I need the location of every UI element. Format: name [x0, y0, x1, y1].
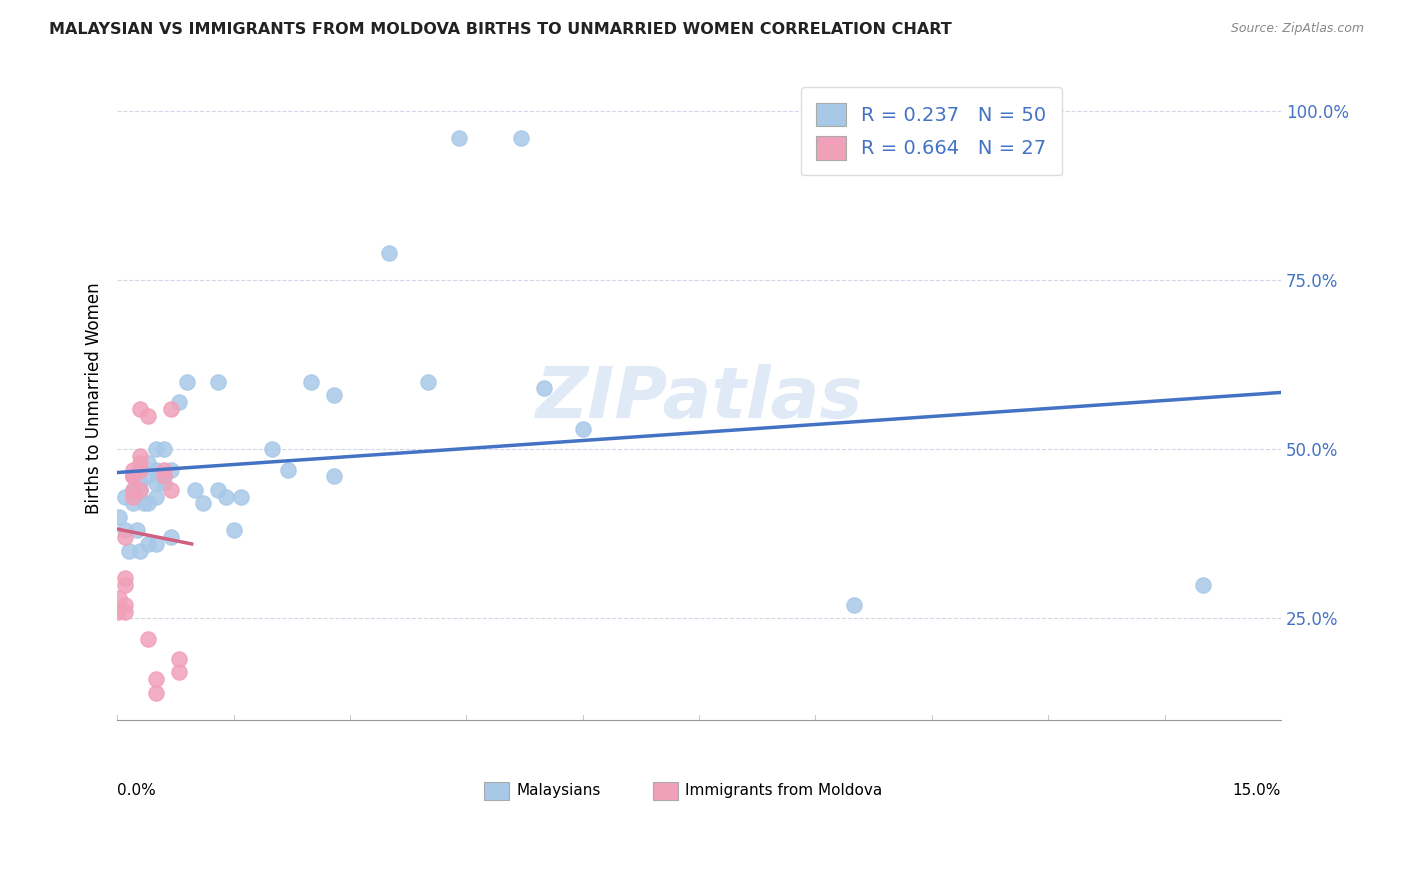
- Point: [191, 496, 214, 510]
- FancyBboxPatch shape: [484, 782, 509, 800]
- Point: [160, 530, 183, 544]
- Point: [145, 672, 167, 686]
- Point: [114, 530, 136, 544]
- Text: 0.0%: 0.0%: [117, 783, 156, 798]
- Text: ZIPatlas: ZIPatlas: [536, 364, 863, 434]
- Point: [160, 483, 183, 497]
- Point: [207, 375, 229, 389]
- Point: [134, 496, 156, 510]
- Point: [145, 476, 167, 491]
- Point: [571, 422, 593, 436]
- Point: [167, 652, 190, 666]
- Point: [152, 462, 174, 476]
- Point: [533, 382, 555, 396]
- Point: [176, 375, 198, 389]
- Point: [129, 456, 152, 470]
- Text: Malaysians: Malaysians: [516, 783, 600, 798]
- Point: [136, 469, 159, 483]
- Text: MALAYSIAN VS IMMIGRANTS FROM MOLDOVA BIRTHS TO UNMARRIED WOMEN CORRELATION CHART: MALAYSIAN VS IMMIGRANTS FROM MOLDOVA BIR…: [49, 22, 952, 37]
- Point: [129, 476, 152, 491]
- Point: [152, 442, 174, 457]
- Point: [231, 490, 253, 504]
- Point: [152, 469, 174, 483]
- Point: [121, 469, 143, 483]
- Text: Immigrants from Moldova: Immigrants from Moldova: [685, 783, 883, 798]
- Point: [118, 543, 141, 558]
- Point: [121, 483, 143, 497]
- Point: [107, 591, 129, 605]
- Point: [129, 449, 152, 463]
- Point: [184, 483, 207, 497]
- Point: [114, 524, 136, 538]
- Point: [416, 375, 439, 389]
- Text: 15.0%: 15.0%: [1233, 783, 1281, 798]
- Point: [152, 469, 174, 483]
- Point: [114, 577, 136, 591]
- Point: [167, 665, 190, 680]
- Point: [145, 442, 167, 457]
- Point: [152, 476, 174, 491]
- Point: [136, 632, 159, 646]
- Point: [121, 469, 143, 483]
- Legend: R = 0.237   N = 50, R = 0.664   N = 27: R = 0.237 N = 50, R = 0.664 N = 27: [801, 87, 1062, 176]
- Point: [121, 490, 143, 504]
- Point: [136, 496, 159, 510]
- Point: [107, 510, 129, 524]
- Point: [107, 605, 129, 619]
- Point: [129, 483, 152, 497]
- Point: [145, 686, 167, 700]
- Y-axis label: Births to Unmarried Women: Births to Unmarried Women: [86, 283, 103, 515]
- Point: [114, 571, 136, 585]
- Point: [207, 483, 229, 497]
- Point: [121, 469, 143, 483]
- Point: [323, 469, 346, 483]
- Point: [121, 496, 143, 510]
- Point: [167, 395, 190, 409]
- Point: [215, 490, 238, 504]
- Point: [114, 605, 136, 619]
- Point: [844, 598, 866, 612]
- Point: [129, 462, 152, 476]
- Point: [222, 524, 245, 538]
- Point: [114, 490, 136, 504]
- Point: [262, 442, 284, 457]
- Point: [299, 375, 322, 389]
- Point: [160, 401, 183, 416]
- Point: [125, 524, 148, 538]
- Point: [136, 409, 159, 423]
- Point: [129, 462, 152, 476]
- Point: [129, 401, 152, 416]
- Point: [145, 490, 167, 504]
- Point: [509, 131, 531, 145]
- Point: [145, 462, 167, 476]
- FancyBboxPatch shape: [652, 782, 678, 800]
- Point: [145, 537, 167, 551]
- Text: Source: ZipAtlas.com: Source: ZipAtlas.com: [1230, 22, 1364, 36]
- Point: [136, 456, 159, 470]
- Point: [129, 462, 152, 476]
- Point: [129, 483, 152, 497]
- Point: [121, 483, 143, 497]
- Point: [129, 543, 152, 558]
- Point: [377, 246, 399, 260]
- Point: [114, 598, 136, 612]
- Point: [1192, 577, 1215, 591]
- Point: [323, 388, 346, 402]
- Point: [136, 537, 159, 551]
- Point: [447, 131, 470, 145]
- Point: [277, 462, 299, 476]
- Point: [121, 462, 143, 476]
- Point: [160, 462, 183, 476]
